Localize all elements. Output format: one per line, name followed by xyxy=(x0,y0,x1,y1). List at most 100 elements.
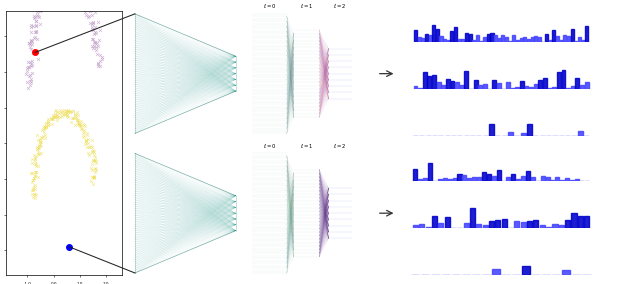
Point xyxy=(91,159,101,163)
Bar xyxy=(578,37,581,42)
Bar xyxy=(511,174,515,181)
Point xyxy=(39,123,49,128)
Point xyxy=(24,74,34,78)
Point xyxy=(89,32,99,36)
Point xyxy=(75,122,85,126)
Bar xyxy=(423,178,427,181)
Point xyxy=(30,187,39,191)
Point xyxy=(30,172,39,177)
Point xyxy=(77,127,87,131)
Point xyxy=(48,114,58,119)
Point xyxy=(43,119,53,123)
Point xyxy=(31,30,41,35)
Point xyxy=(30,30,40,34)
Point xyxy=(43,123,53,127)
Bar xyxy=(570,180,574,181)
Point xyxy=(26,76,36,81)
Point xyxy=(36,135,46,139)
Point xyxy=(82,131,92,136)
Point xyxy=(79,123,89,128)
Point xyxy=(87,149,97,154)
Point xyxy=(88,149,97,153)
Point xyxy=(88,157,97,162)
Bar xyxy=(448,179,452,181)
Point xyxy=(58,108,68,113)
Point xyxy=(29,35,39,40)
Point xyxy=(26,30,36,34)
Point xyxy=(44,122,54,126)
Point xyxy=(23,64,33,69)
Point xyxy=(35,146,44,151)
Bar xyxy=(540,225,545,228)
Point xyxy=(33,57,43,62)
Point xyxy=(91,161,101,166)
Point xyxy=(91,40,101,45)
Bar xyxy=(454,27,457,42)
Point xyxy=(72,110,82,114)
Bar xyxy=(511,88,515,89)
Point xyxy=(35,144,44,149)
Point xyxy=(84,13,94,18)
Point xyxy=(21,71,31,76)
Point xyxy=(34,142,44,147)
Point xyxy=(88,148,97,153)
Bar xyxy=(531,37,534,42)
Point xyxy=(28,178,38,182)
Point xyxy=(93,64,102,68)
Point xyxy=(38,127,48,132)
Point xyxy=(85,9,95,14)
Bar xyxy=(545,177,550,181)
Point xyxy=(27,156,37,161)
Point xyxy=(31,192,41,197)
Point xyxy=(78,128,88,133)
Bar xyxy=(477,178,481,181)
Point xyxy=(46,117,56,121)
Bar xyxy=(576,78,579,89)
Text: $\ell = 0$: $\ell = 0$ xyxy=(263,2,276,10)
Point xyxy=(88,174,98,179)
Bar xyxy=(482,172,486,181)
Bar xyxy=(531,177,535,181)
Bar xyxy=(418,88,422,89)
Point xyxy=(89,158,99,162)
Point xyxy=(88,45,97,50)
Point xyxy=(37,135,47,140)
Bar xyxy=(487,174,491,181)
Point xyxy=(26,47,36,51)
Point xyxy=(35,137,45,141)
Point xyxy=(39,130,49,134)
Point xyxy=(59,108,68,113)
Point xyxy=(32,147,42,152)
Point xyxy=(24,41,34,45)
Point xyxy=(95,58,105,63)
Bar xyxy=(529,87,533,89)
Bar xyxy=(552,30,555,42)
Bar xyxy=(476,35,479,42)
Point xyxy=(68,115,78,120)
Point xyxy=(57,112,67,116)
Point xyxy=(91,45,101,49)
Bar xyxy=(450,81,454,89)
Point xyxy=(30,162,39,167)
Bar xyxy=(521,222,526,228)
Bar xyxy=(508,41,511,42)
Point xyxy=(81,137,91,142)
Bar xyxy=(497,83,500,89)
Point xyxy=(88,181,98,186)
Point xyxy=(74,123,84,127)
Point xyxy=(65,110,75,114)
Point xyxy=(60,111,70,116)
Point xyxy=(88,158,98,163)
Point xyxy=(73,120,83,125)
Point xyxy=(27,42,37,46)
Point xyxy=(27,188,37,192)
Point xyxy=(86,167,96,172)
Point xyxy=(89,173,99,178)
Point xyxy=(27,191,37,196)
Point xyxy=(27,59,37,63)
Point xyxy=(25,45,35,49)
Point xyxy=(72,117,81,122)
Bar xyxy=(439,36,442,42)
Point xyxy=(81,0,91,1)
Point xyxy=(51,113,60,118)
